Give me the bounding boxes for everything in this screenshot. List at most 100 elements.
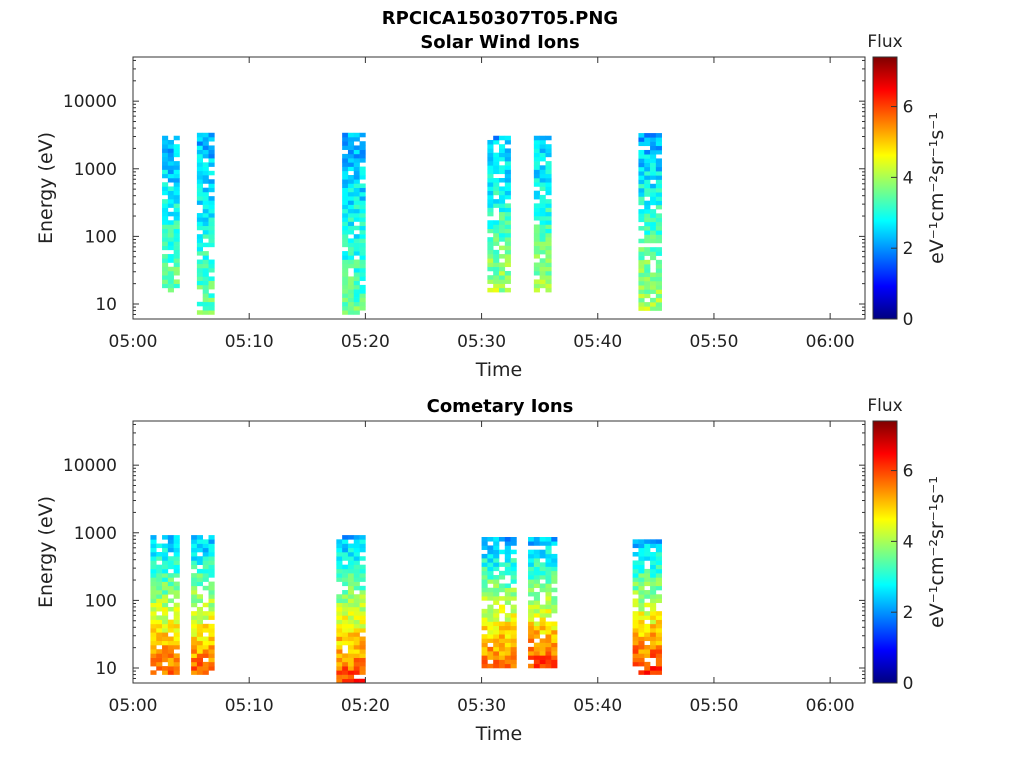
heatmap-cell (655, 238, 662, 244)
heatmap-cell (510, 663, 517, 669)
heatmap-cell (342, 653, 349, 658)
heatmap-cell (644, 179, 651, 185)
heatmap-cell (528, 646, 535, 652)
heatmap-cell (202, 543, 209, 549)
heatmap-cell (208, 594, 215, 599)
y-tick-label: 10000 (63, 456, 117, 476)
heatmap-cell (533, 148, 540, 153)
heatmap-cell (493, 156, 500, 162)
heatmap-cell (353, 196, 360, 201)
heatmap-cell (644, 293, 651, 299)
heatmap-cell (347, 191, 355, 197)
heatmap-cell (493, 642, 500, 648)
heatmap-cell (342, 678, 349, 684)
heatmap-cell (336, 666, 343, 671)
heatmap-cell (655, 611, 662, 616)
heatmap-cell (347, 166, 355, 172)
heatmap-cell (347, 187, 355, 193)
heatmap-cell (528, 608, 535, 614)
heatmap-cell (644, 543, 651, 549)
heatmap-cell (638, 644, 645, 650)
heatmap-cell (644, 217, 651, 223)
heatmap-cell (173, 606, 180, 612)
heatmap-cell (528, 613, 535, 618)
heatmap-cell (632, 632, 639, 637)
heatmap-cell (162, 173, 169, 179)
heatmap-cell (638, 657, 645, 663)
heatmap-cell (342, 556, 349, 561)
heatmap-cell (504, 642, 511, 648)
heatmap-cell (208, 543, 215, 549)
heatmap-cell (202, 208, 209, 214)
heatmap-cell (493, 579, 500, 584)
heatmap-cell (499, 537, 506, 542)
heatmap-cell (533, 604, 540, 610)
heatmap-cell (353, 158, 360, 163)
heatmap-cell (342, 657, 349, 663)
heatmap-cell (644, 649, 651, 654)
heatmap-cell (150, 636, 157, 642)
heatmap-cell (551, 663, 558, 669)
heatmap-cell (196, 200, 204, 205)
heatmap-cell (504, 203, 511, 208)
heatmap-cell (347, 183, 355, 189)
heatmap-cell (156, 556, 163, 561)
heatmap-cell (644, 590, 651, 595)
heatmap-cell (167, 203, 174, 208)
y-tick-label: 10 (95, 295, 117, 315)
heatmap-cell (655, 577, 662, 582)
heatmap-cell (173, 619, 180, 625)
heatmap-cell (528, 600, 535, 605)
heatmap-cell (196, 259, 204, 265)
heatmap-cell (481, 596, 488, 601)
heatmap-cell (342, 284, 349, 290)
heatmap-cell (150, 543, 157, 549)
heatmap-cell (533, 553, 540, 559)
heatmap-cell (347, 225, 355, 231)
heatmap-cell (655, 259, 662, 265)
heatmap-cell (632, 619, 639, 625)
heatmap-cell (353, 251, 360, 256)
heatmap-cell (510, 629, 517, 635)
heatmap-cell (196, 196, 204, 201)
colorbar-tick-label: 0 (903, 674, 914, 694)
heatmap-cell (208, 280, 215, 286)
heatmap-cell (650, 280, 657, 286)
heatmap-cell (342, 539, 349, 544)
heatmap-cell (493, 199, 500, 204)
heatmap-cell (539, 541, 546, 546)
heatmap-cell (336, 644, 343, 650)
heatmap-cell (493, 258, 500, 263)
heatmap-cell (644, 302, 651, 307)
heatmap-cell (353, 175, 360, 180)
heatmap-cell (493, 139, 500, 145)
heatmap-cell (533, 625, 540, 631)
heatmap-cell (499, 651, 506, 656)
heatmap-cell (202, 293, 209, 298)
heatmap-cell (539, 625, 546, 631)
heatmap-cell (487, 558, 494, 563)
heatmap-cell (167, 211, 174, 217)
heatmap-cell (655, 560, 662, 565)
heatmap-cell (510, 537, 517, 542)
heatmap-cell (353, 632, 360, 637)
heatmap-cell (545, 566, 552, 572)
heatmap-cell (191, 547, 198, 553)
heatmap-cell (156, 564, 163, 570)
heatmap-cell (533, 262, 540, 268)
heatmap-cell (150, 552, 157, 557)
heatmap-cell (504, 161, 511, 166)
heatmap-cell (545, 211, 552, 217)
heatmap-cell (353, 259, 360, 265)
heatmap-cell (202, 615, 209, 620)
heatmap-cell (162, 577, 169, 582)
heatmap-cell (162, 232, 169, 238)
heatmap-cell (528, 553, 535, 559)
heatmap-cell (208, 611, 215, 616)
heatmap-cell (353, 225, 360, 231)
heatmap-cell (638, 670, 645, 675)
heatmap-cell (499, 220, 506, 225)
heatmap-cell (191, 539, 198, 544)
heatmap-cell (650, 188, 657, 193)
heatmap-cell (347, 196, 355, 201)
